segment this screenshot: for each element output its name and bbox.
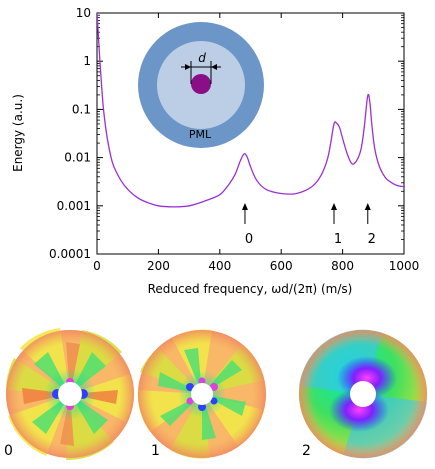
annotation-arrow-icon — [364, 203, 371, 210]
x-tick-label: 600 — [270, 259, 293, 273]
annotation-arrow-icon — [331, 203, 338, 210]
annotation-arrow-icon — [241, 203, 248, 210]
peak-annotations: 0 1 2 — [241, 203, 376, 247]
panel-label-0: 0 — [4, 443, 13, 459]
series-area — [97, 13, 404, 208]
mode-panel-2 — [299, 329, 427, 459]
y-tick-label: 0.001 — [57, 199, 91, 213]
d-arrow-left-icon — [185, 64, 191, 70]
fiber-inset: d PML — [138, 22, 264, 148]
core-disk — [191, 74, 211, 94]
y-tick-label: 0.1 — [72, 102, 91, 116]
x-tick-label: 0 — [93, 259, 101, 273]
energy-chart: 0 200 400 600 800 1000 1010.10.010.0010.0001 … — [11, 6, 419, 296]
x-axis-ticks: 0 200 400 600 800 1000 — [93, 13, 419, 273]
x-tick-label: 400 — [208, 259, 231, 273]
pml-label: PML — [189, 128, 212, 141]
annotation-label-0: 0 — [245, 232, 253, 247]
x-tick-label: 200 — [147, 259, 170, 273]
y-tick-label: 1 — [83, 54, 91, 68]
plot-frame — [96, 12, 405, 255]
d-label: d — [198, 51, 206, 65]
annotation-label-2: 2 — [368, 232, 376, 247]
mode-panels: 0 1 2 — [4, 328, 427, 461]
y-axis-label: Energy (a.u.) — [11, 94, 25, 172]
annotation-label-1: 1 — [334, 232, 342, 247]
x-axis-label: Reduced frequency, ωd/(2π) (m/s) — [148, 282, 353, 296]
d-arrow-right-icon — [211, 64, 217, 70]
panel-label-1: 1 — [151, 443, 160, 459]
mode-panel-0 — [6, 328, 134, 461]
x-tick-label: 800 — [331, 259, 354, 273]
series-line-energy — [97, 13, 404, 208]
mode-panel-1 — [137, 329, 266, 459]
x-tick-label: 1000 — [389, 259, 420, 273]
y-tick-label: 10 — [76, 6, 91, 20]
panel-label-2: 2 — [302, 443, 311, 459]
y-tick-label: 0.0001 — [49, 247, 91, 261]
y-tick-label: 0.01 — [64, 151, 91, 165]
